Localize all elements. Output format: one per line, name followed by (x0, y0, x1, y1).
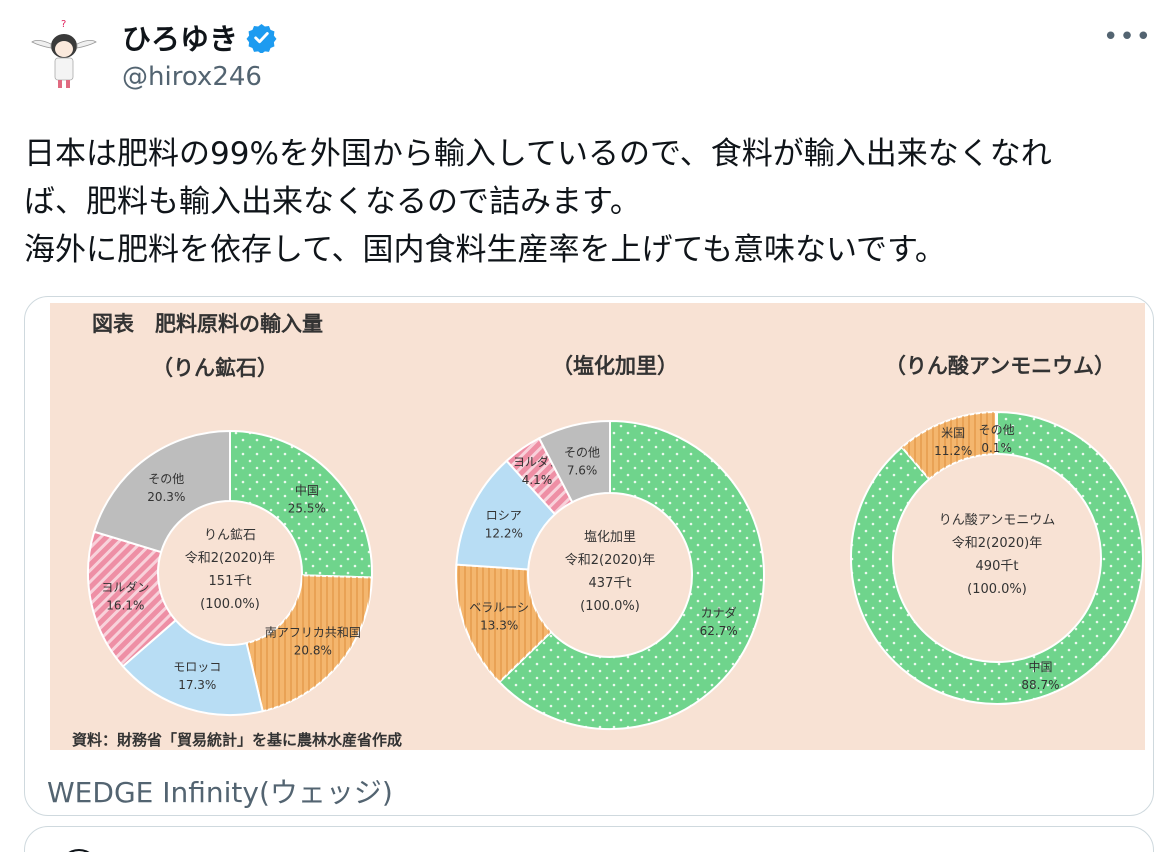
slice-label: ロシア (486, 509, 522, 523)
slice-value: 20.3% (147, 490, 185, 504)
chart-title: （りん鉱石） (152, 356, 278, 380)
slice-value: 16.1% (106, 598, 144, 612)
slice-label: その他 (979, 423, 1015, 437)
tweet-text-line: ば、肥料も輸入出来なくなるので詰みます。 (24, 184, 641, 220)
chart-center-text: 令和2(2020)年 (185, 551, 276, 566)
card-image: 図表 肥料原料の輸入量 資料：財務省「貿易統計」を基に農林水産省作成 （りん鉱石… (50, 303, 1145, 750)
chart-center-text: (100.0%) (580, 599, 640, 614)
slice-label: カナダ (701, 605, 737, 620)
chart-center-text: (100.0%) (200, 597, 260, 612)
tweet-text-line: 日本は肥料の99%を外国から輸入しているので、食料が輸入出来なくなれ (24, 136, 1052, 172)
slice-label: ヨルダン (101, 579, 149, 594)
tweet-text: 日本は肥料の99%を外国から輸入しているので、食料が輸入出来なくなれ ば、肥料も… (24, 130, 1154, 274)
donut-slice-pattern (506, 438, 573, 515)
slice-label: その他 (564, 445, 600, 459)
chart-title: （りん酸アンモニウム） (885, 354, 1115, 378)
donut-slice-pattern (499, 421, 764, 729)
donut-slice-pattern (456, 564, 552, 683)
donut-slice-pattern (851, 412, 1143, 704)
slice-value: 13.3% (480, 619, 518, 633)
user-handle[interactable]: @hirox246 (122, 62, 262, 92)
donut-chart: （りん酸アンモニウム） 中国 88.7% 米国 11.2% その他 0.1% りん酸アンモニウ… (850, 354, 1144, 705)
figure-footnote: 資料：財務省「貿易統計」を基に農林水産省作成 (72, 731, 402, 749)
tweet-text-line: 海外に肥料を依存して、国内食料生産率を上げても意味ないです。 (24, 232, 946, 268)
donut-charts: （りん鉱石） 中国 25.5% 南アフリカ共和国 20.8% モロッコ 17.3% ヨルダン 1… (87, 354, 1144, 730)
slice-label: 南アフリカ共和国 (265, 625, 361, 640)
donut-slice-pattern (246, 575, 372, 712)
more-options-button[interactable]: ••• (1102, 22, 1152, 52)
slice-value: 88.7% (1021, 678, 1059, 692)
display-name[interactable]: ひろゆき (122, 16, 277, 58)
donut-slice (995, 410, 998, 456)
chart-center-text: 437千t (589, 576, 632, 591)
slice-label: モロッコ (173, 660, 221, 674)
card-source[interactable]: WEDGE Infinity(ウェッジ) (47, 776, 393, 809)
figure-title: 図表 肥料原料の輸入量 (92, 312, 323, 336)
chart-center-text: 令和2(2020)年 (952, 536, 1043, 551)
slice-value: 17.3% (178, 678, 216, 692)
chart-center-text: 塩化加里 (584, 530, 636, 545)
slice-label: 中国 (295, 483, 319, 498)
link-card[interactable]: 図表 肥料原料の輸入量 資料：財務省「貿易統計」を基に農林水産省作成 （りん鉱石… (24, 296, 1154, 816)
slice-value: 62.7% (700, 624, 738, 638)
fertilizer-import-figure: 図表 肥料原料の輸入量 資料：財務省「貿易統計」を基に農林水産省作成 （りん鉱石… (72, 312, 1144, 749)
chart-center-text: りん酸アンモニウム (939, 513, 1055, 528)
slice-label: その他 (148, 472, 184, 486)
chart-title: （塩化加里） (552, 354, 678, 378)
chart-center-text: 令和2(2020)年 (565, 553, 656, 568)
slice-value: 25.5% (288, 502, 326, 516)
slice-value: 0.1% (981, 441, 1012, 455)
svg-text:?: ? (61, 19, 66, 30)
donut-slice-pattern (87, 531, 176, 667)
chart-center-text: りん鉱石 (204, 527, 256, 543)
donut-slice-pattern (901, 412, 997, 480)
slice-value: 12.2% (485, 527, 523, 541)
donut-slice-pattern (230, 431, 373, 578)
slice-value: 4.1% (522, 473, 553, 487)
slice-value: 7.6% (567, 463, 598, 477)
slice-label: 米国 (941, 426, 965, 440)
slice-label: 中国 (1028, 659, 1052, 674)
avatar[interactable]: ? (24, 14, 104, 94)
chart-center-text: 490千t (976, 559, 1019, 574)
slice-value: 20.8% (294, 644, 332, 658)
verified-badge-icon (246, 23, 277, 53)
display-name-text: ひろゆき (122, 22, 239, 56)
slice-value: 11.2% (934, 444, 972, 458)
donut-slice (92, 429, 231, 554)
chart-center-text: 151千t (209, 574, 252, 589)
donut-chart: （りん鉱石） 中国 25.5% 南アフリカ共和国 20.8% モロッコ 17.3% ヨルダン 1… (87, 356, 373, 716)
donut-chart: （塩化加里）カナダ62.7%ベラルーシ13.3%ロシア12.2%ヨルダン4.1%… (455, 354, 765, 730)
quoted-card[interactable] (24, 826, 1154, 852)
avatar-illustration: ? (31, 19, 97, 88)
donut-slice (537, 419, 611, 504)
chart-center-text: (100.0%) (967, 582, 1027, 597)
slice-label: ベラルーシ (469, 601, 529, 615)
